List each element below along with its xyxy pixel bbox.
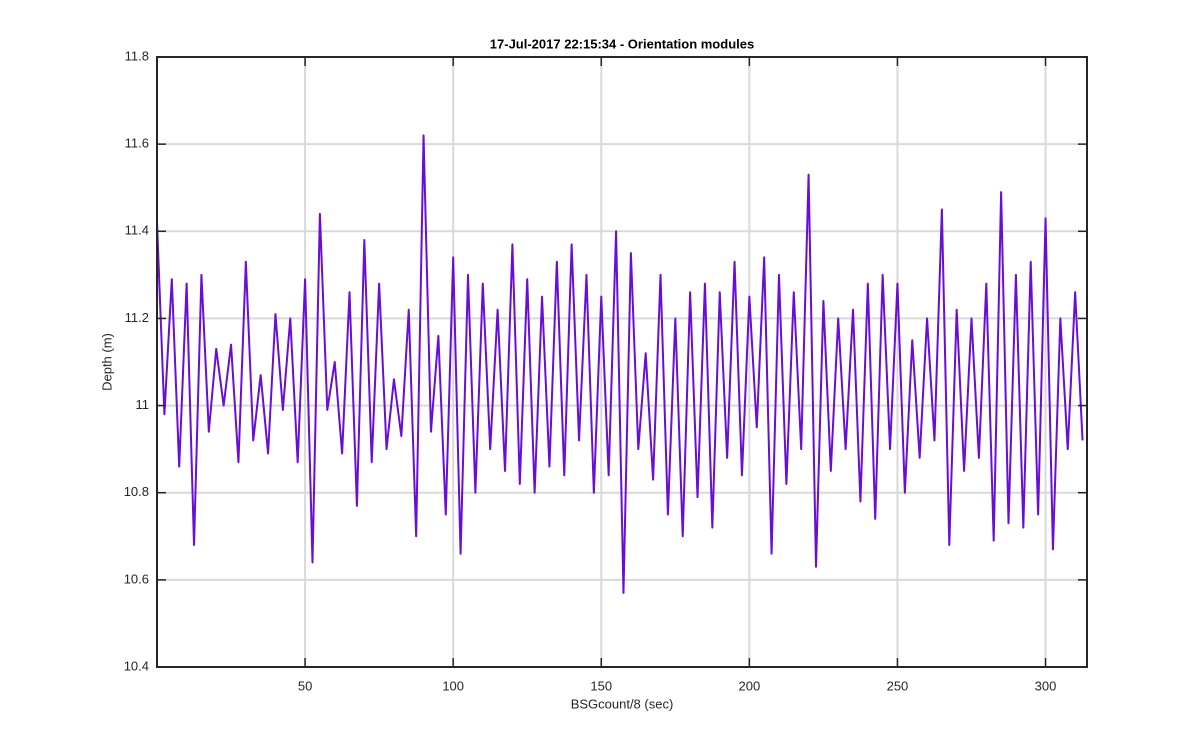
labels: 10.4 10.6 10.8 11 11.2 11.4 11.6 11.8 50 100 150 20…: [124, 48, 1087, 693]
y-tick-label: 11.2: [125, 310, 149, 325]
y-tick-label: 11.6: [125, 136, 149, 151]
axes-box: [156, 56, 1088, 668]
x-axis-label: BSGcount/8 (sec): [571, 696, 674, 711]
data-line: [156, 134, 1084, 594]
y-axis-label: Depth (m): [99, 333, 114, 391]
y-tick-label: 11: [136, 397, 150, 412]
plot-area: [157, 57, 1087, 667]
chart-title: 17-Jul-2017 22:15:34 - Orientation modul…: [490, 36, 754, 51]
y-tick-label: 11.8: [125, 48, 149, 63]
plot: [156, 134, 1084, 594]
x-tick-label: 200: [739, 678, 761, 693]
y-tick-label: 10.8: [124, 484, 149, 499]
x-tick-label: 100: [442, 678, 464, 693]
x-tick-label: 50: [298, 678, 312, 693]
x-tick-label: 250: [887, 678, 909, 693]
y-tick-label: 11.4: [125, 223, 149, 238]
y-tick-label: 10.6: [124, 571, 149, 586]
y-tick-label: 10.4: [124, 658, 149, 673]
x-tick-label: 150: [590, 678, 612, 693]
x-tick-label: 300: [1035, 678, 1057, 693]
